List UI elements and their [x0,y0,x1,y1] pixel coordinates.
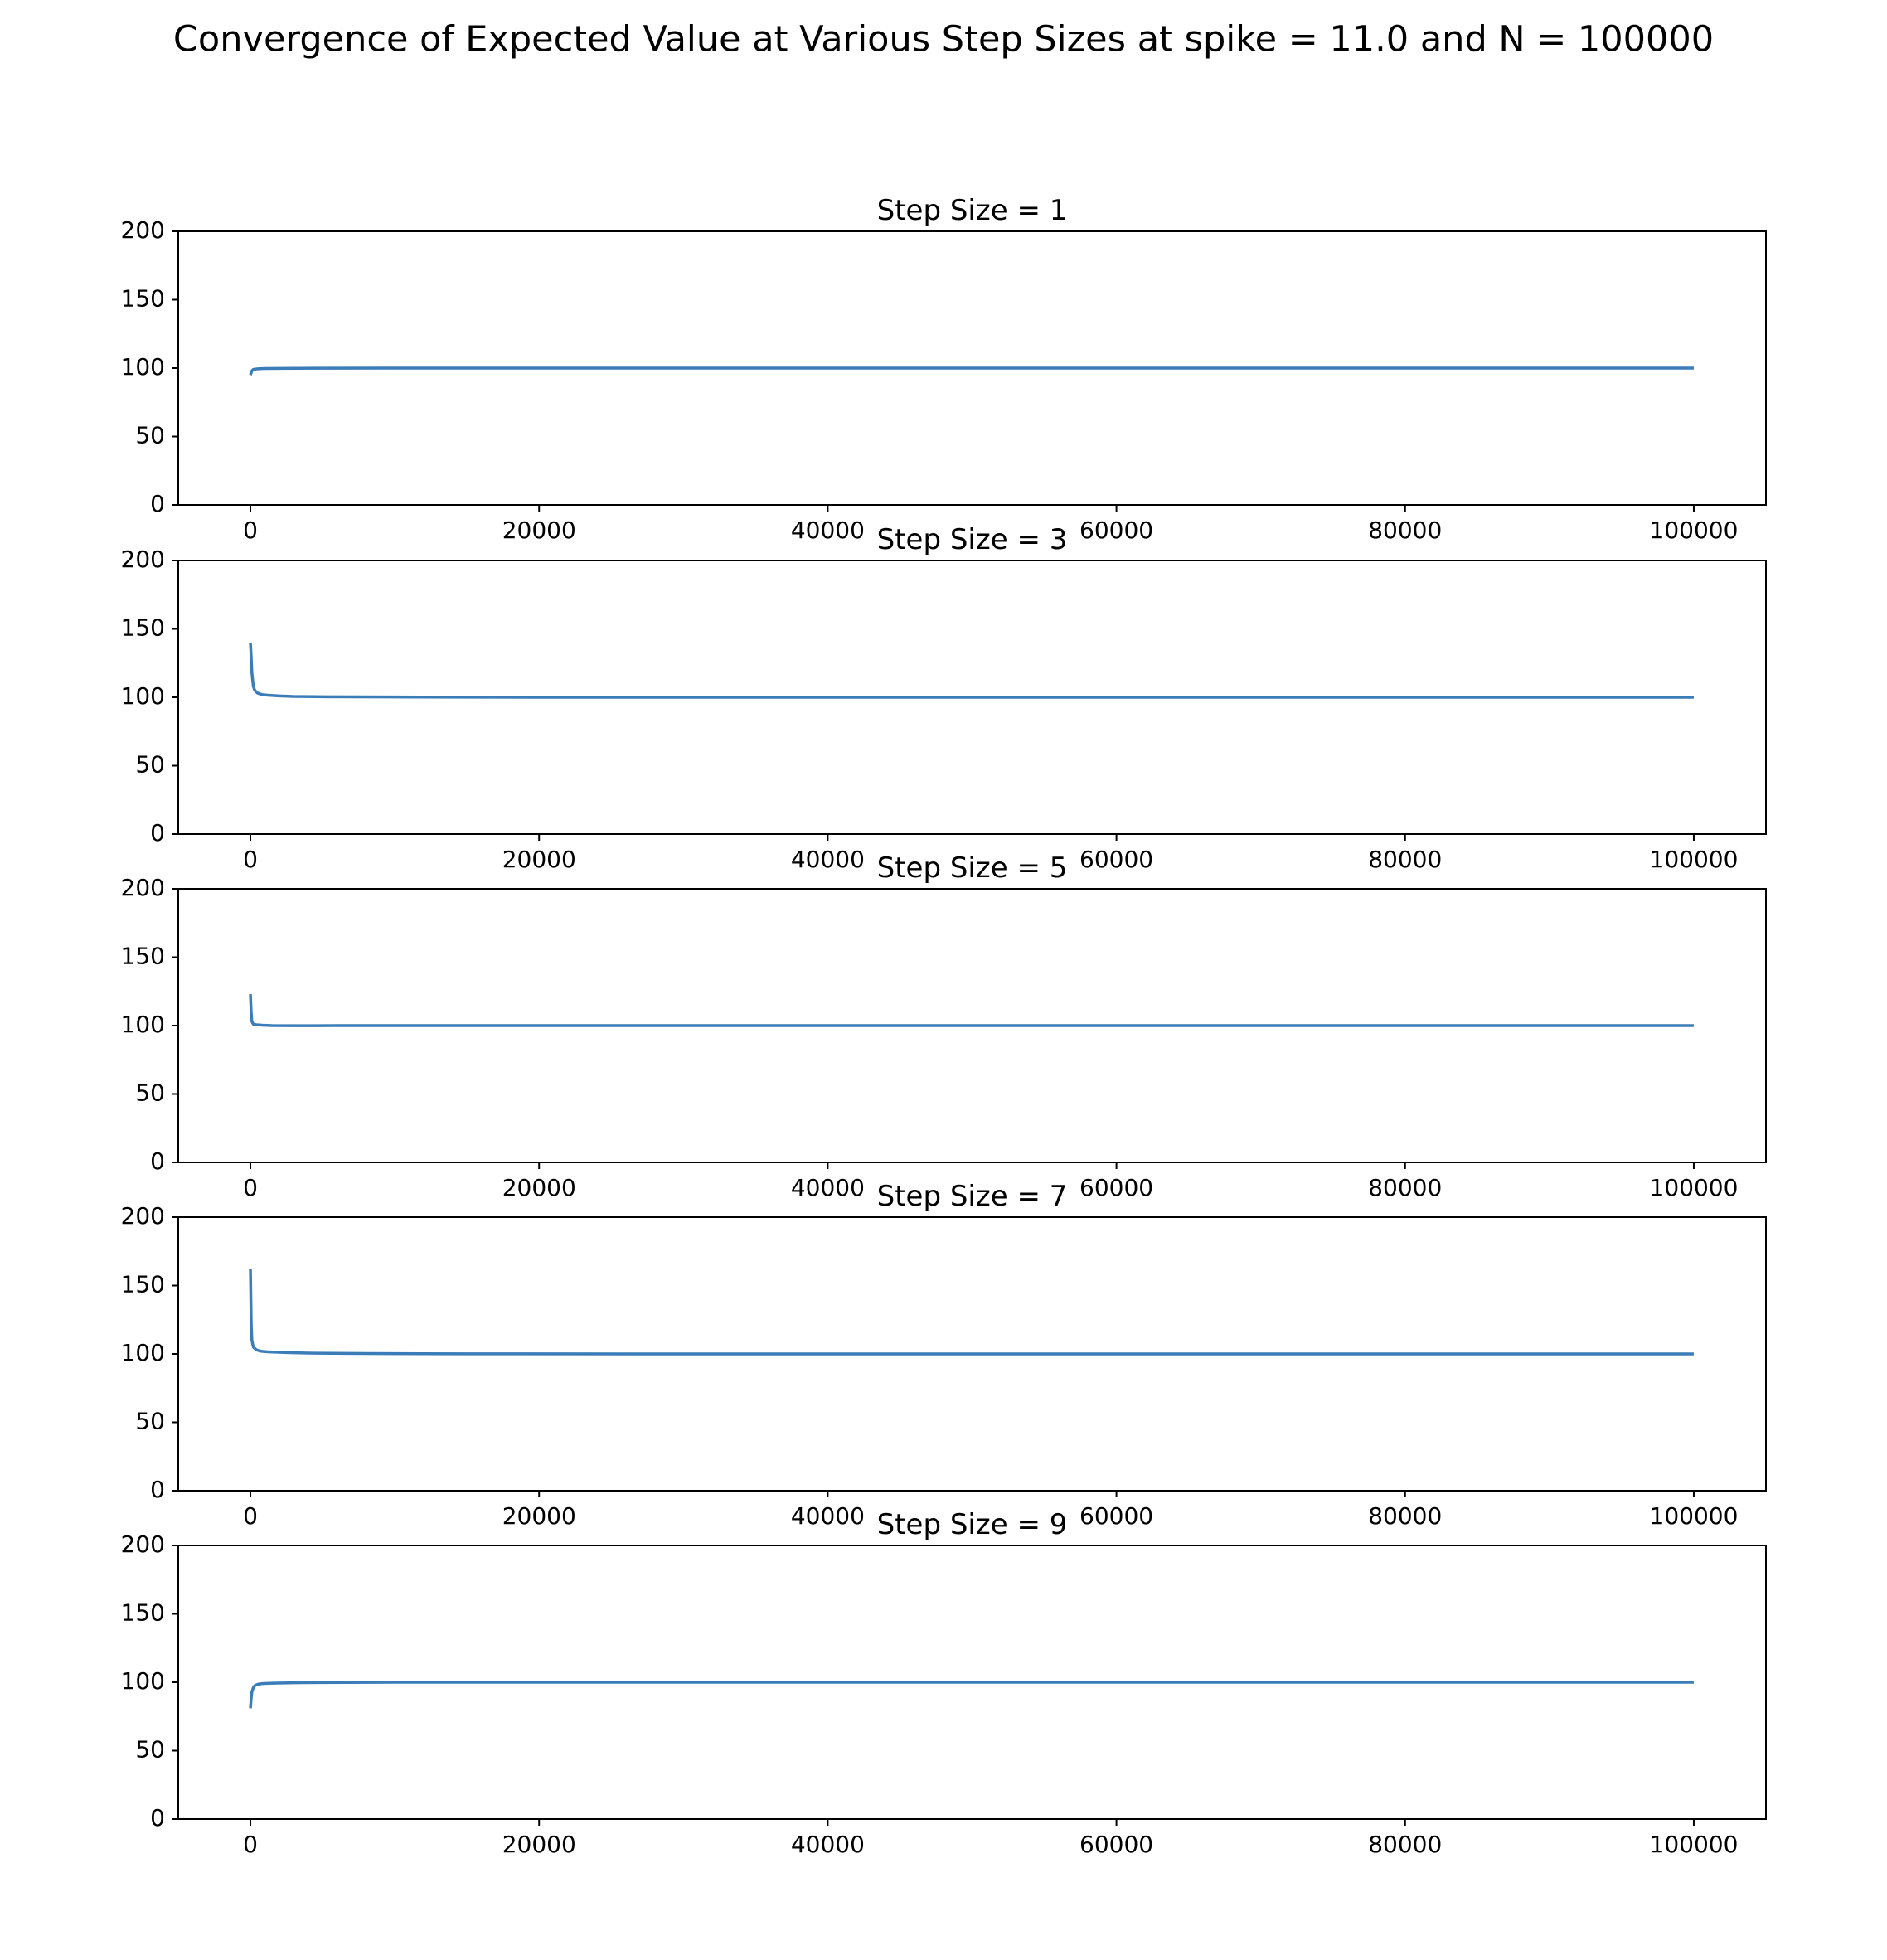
y-tick-label: 150 [121,943,165,970]
x-tick-label: 100000 [1650,517,1739,544]
x-tick-label: 40000 [791,1502,865,1530]
x-tick-label: 20000 [502,517,576,544]
y-tick-label: 100 [121,1667,165,1695]
y-tick-label: 200 [121,1202,165,1230]
subplot-2: Step Size = 3 0 20000 40000 60000 80000 100000… [121,523,1767,873]
y-tick-label: 50 [135,1408,165,1435]
x-tick-label: 0 [243,846,258,873]
y-tick-label: 100 [121,682,165,710]
series-line [249,993,1694,1027]
x-tick-label: 0 [243,517,258,544]
y-tick-label: 0 [150,819,165,847]
subplot-title: Step Size = 3 [877,523,1068,556]
y-tick-label: 50 [135,751,165,779]
x-tick-label: 100000 [1650,1174,1739,1201]
x-tick-label: 100000 [1650,846,1739,873]
subplot-3: Step Size = 5 0 20000 40000 60000 80000 100000… [121,851,1767,1201]
y-tick-label: 100 [121,1011,165,1038]
y-tick-label: 50 [135,422,165,449]
x-tick-label: 100000 [1650,1831,1739,1858]
y-tick-label: 0 [150,1804,165,1831]
x-tick-label: 100000 [1650,1502,1739,1530]
y-tick-label: 150 [121,285,165,313]
y-tick-label: 150 [121,1271,165,1298]
subplot-4: Step Size = 7 0 20000 40000 60000 80000 100000… [121,1180,1767,1530]
subplot-1: Step Size = 1 0 20000 40000 60000 80000 100000… [121,194,1767,544]
x-tick-label: 0 [243,1831,258,1858]
figure-title: Convergence of Expected Value at Various… [173,19,1714,61]
y-tick-label: 100 [121,353,165,381]
subplot-panels: Step Size = 10 20000 40000 60000 80000 100000… [121,194,1767,1858]
y-tick-label: 100 [121,1339,165,1366]
series-line [249,642,1694,699]
x-tick-label: 80000 [1368,1174,1442,1201]
subplot-title: Step Size = 9 [877,1508,1068,1541]
y-tick-label: 150 [121,1599,165,1627]
subplot-title: Step Size = 1 [877,194,1068,227]
y-tick-label: 50 [135,1736,165,1764]
y-tick-label: 150 [121,614,165,642]
series-line [249,1681,1694,1709]
x-tick-label: 20000 [502,1502,576,1530]
x-tick-label: 40000 [791,1174,865,1201]
x-tick-label: 80000 [1368,517,1442,544]
x-tick-label: 40000 [791,1831,865,1858]
y-tick-label: 0 [150,490,165,517]
x-tick-label: 20000 [502,1831,576,1858]
x-tick-label: 60000 [1079,1831,1153,1858]
x-tick-label: 40000 [791,517,865,544]
x-tick-label: 0 [243,1502,258,1530]
x-tick-label: 80000 [1368,1831,1442,1858]
x-tick-label: 20000 [502,846,576,873]
subplot-title: Step Size = 5 [877,851,1068,885]
subplot-title: Step Size = 7 [877,1180,1068,1213]
x-tick-label: 40000 [791,846,865,873]
y-tick-label: 50 [135,1079,165,1107]
x-tick-label: 0 [243,1174,258,1201]
x-tick-label: 60000 [1079,846,1153,873]
y-tick-label: 200 [121,874,165,901]
x-tick-label: 80000 [1368,1502,1442,1530]
series-line [249,1269,1694,1356]
y-tick-label: 200 [121,1531,165,1558]
y-tick-label: 200 [121,546,165,573]
x-tick-label: 20000 [502,1174,576,1201]
y-tick-label: 0 [150,1476,165,1503]
y-tick-label: 200 [121,216,165,244]
x-tick-label: 60000 [1079,1502,1153,1530]
series-line [249,366,1694,376]
y-tick-label: 0 [150,1147,165,1175]
x-tick-label: 60000 [1079,1174,1153,1201]
subplot-5: Step Size = 9 0 20000 40000 60000 80000 100000… [121,1508,1767,1858]
x-tick-label: 60000 [1079,517,1153,544]
x-tick-label: 80000 [1368,846,1442,873]
